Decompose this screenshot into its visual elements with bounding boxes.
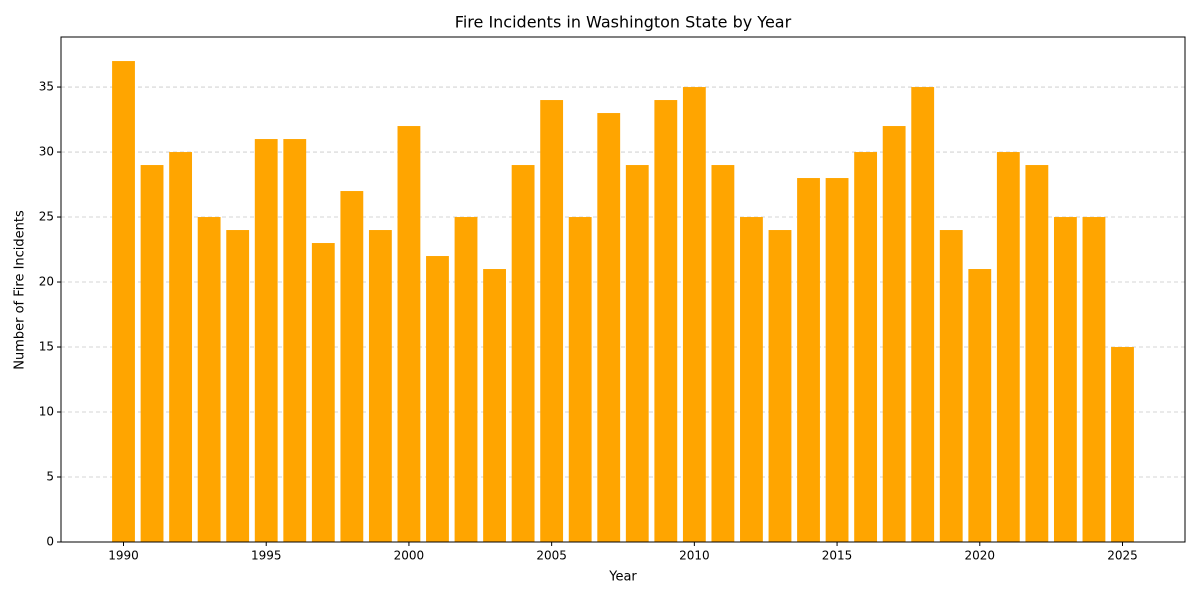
bar bbox=[311, 243, 335, 542]
bar bbox=[1053, 217, 1077, 543]
bar bbox=[625, 165, 649, 542]
bar bbox=[797, 178, 820, 542]
x-tick-label: 1995 bbox=[251, 549, 282, 563]
x-axis-label: Year bbox=[608, 570, 637, 585]
bar bbox=[597, 113, 621, 542]
x-tick-label: 2020 bbox=[965, 549, 996, 563]
x-tick-label: 2000 bbox=[394, 549, 425, 563]
x-tick-label: 1990 bbox=[108, 549, 139, 563]
bar bbox=[454, 217, 478, 543]
bar bbox=[483, 269, 506, 542]
bar bbox=[197, 217, 221, 543]
bar bbox=[140, 165, 164, 542]
y-tick-label: 30 bbox=[39, 145, 54, 159]
y-tick-label: 25 bbox=[39, 210, 54, 224]
bar bbox=[368, 230, 392, 542]
bar bbox=[768, 230, 792, 542]
x-tick-label: 2025 bbox=[1107, 549, 1138, 563]
bar bbox=[882, 126, 906, 542]
x-tick-label: 2015 bbox=[822, 549, 853, 563]
bar bbox=[426, 256, 449, 542]
y-tick-label: 0 bbox=[46, 535, 54, 549]
bar bbox=[1111, 347, 1134, 542]
bar bbox=[112, 61, 135, 543]
bar bbox=[540, 100, 564, 542]
bar bbox=[911, 87, 935, 542]
bar bbox=[711, 165, 735, 542]
bar bbox=[996, 152, 1020, 542]
bar bbox=[825, 178, 849, 542]
plot-frame bbox=[60, 36, 1186, 543]
bar bbox=[511, 165, 535, 542]
bar bbox=[682, 87, 706, 542]
y-tick-label: 15 bbox=[39, 340, 54, 354]
bar bbox=[968, 269, 992, 542]
bar bbox=[1025, 165, 1049, 542]
y-tick-label: 20 bbox=[39, 275, 54, 289]
y-tick-label: 35 bbox=[39, 80, 54, 94]
bar bbox=[226, 230, 250, 542]
bar bbox=[654, 100, 678, 542]
y-tick-label: 5 bbox=[46, 470, 54, 484]
x-tick-label: 2005 bbox=[536, 549, 567, 563]
bar bbox=[340, 191, 364, 543]
bar bbox=[854, 152, 878, 542]
y-axis-label: Number of Fire Incidents bbox=[13, 210, 28, 370]
bar bbox=[568, 217, 592, 543]
y-tick-label: 10 bbox=[39, 405, 54, 419]
bar bbox=[169, 152, 193, 542]
bar bbox=[397, 126, 421, 542]
chart-title: Fire Incidents in Washington State by Ye… bbox=[455, 13, 792, 32]
bar bbox=[1082, 217, 1106, 543]
x-tick-label: 2010 bbox=[679, 549, 710, 563]
bar bbox=[939, 230, 963, 542]
bar bbox=[254, 139, 278, 542]
bar bbox=[740, 217, 763, 543]
bar bbox=[283, 139, 307, 542]
